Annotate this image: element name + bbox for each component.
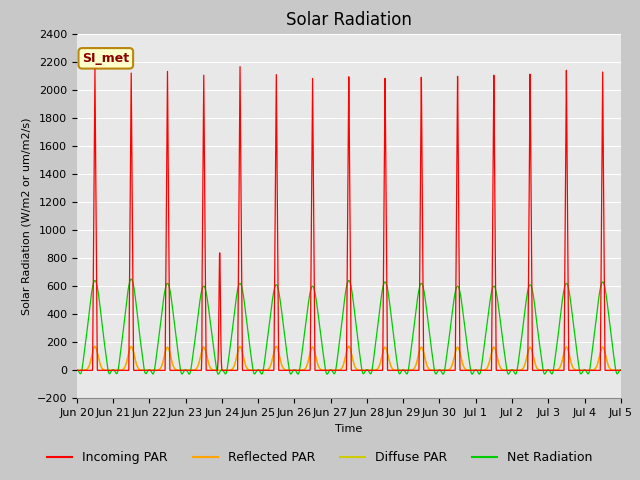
Legend: Incoming PAR, Reflected PAR, Diffuse PAR, Net Radiation: Incoming PAR, Reflected PAR, Diffuse PAR… <box>42 446 598 469</box>
Text: SI_met: SI_met <box>82 52 129 65</box>
Title: Solar Radiation: Solar Radiation <box>286 11 412 29</box>
Y-axis label: Solar Radiation (W/m2 or um/m2/s): Solar Radiation (W/m2 or um/m2/s) <box>21 117 31 315</box>
X-axis label: Time: Time <box>335 424 362 433</box>
